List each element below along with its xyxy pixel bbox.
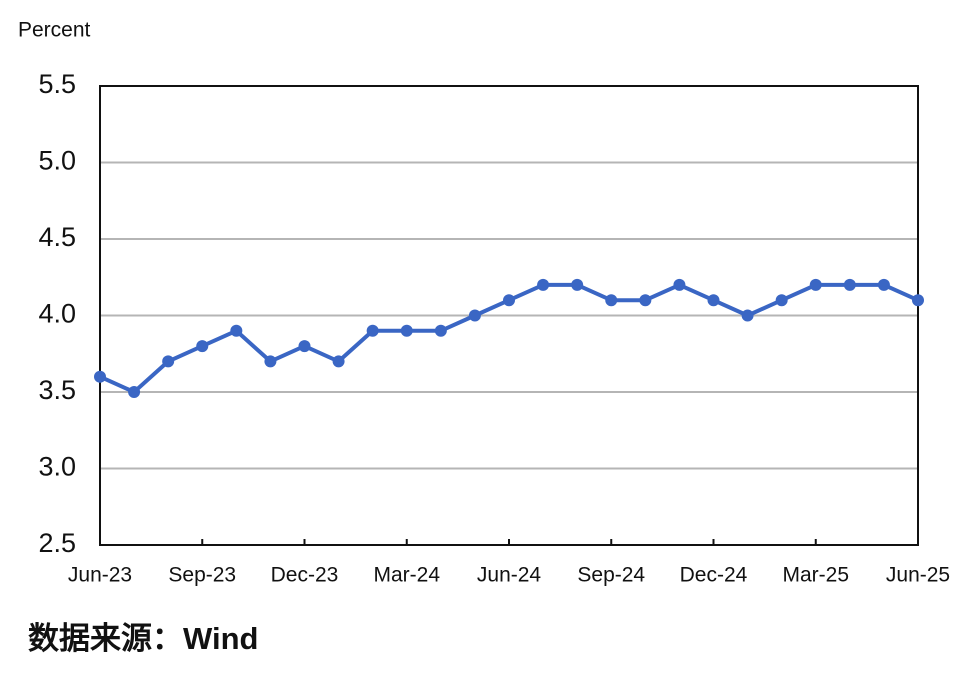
y-axis-label: Percent <box>18 19 91 42</box>
x-tick-label: Dec-24 <box>680 564 748 587</box>
x-tick-label: Mar-25 <box>782 564 849 587</box>
data-point <box>571 278 584 291</box>
data-point <box>366 324 379 337</box>
data-point <box>707 294 720 307</box>
data-point <box>468 309 481 322</box>
x-tick-label: Sep-24 <box>577 564 645 587</box>
data-point <box>400 324 413 337</box>
data-point <box>332 355 345 368</box>
data-point <box>162 355 175 368</box>
x-tick-label: Dec-23 <box>271 564 339 587</box>
y-tick-label: 3.0 <box>38 452 76 482</box>
data-point <box>230 324 243 337</box>
x-tick-label: Jun-24 <box>477 564 542 587</box>
data-point <box>503 294 515 307</box>
data-point <box>843 278 856 291</box>
data-point <box>809 278 822 291</box>
data-point <box>912 294 924 307</box>
data-point <box>94 370 106 383</box>
data-point <box>775 294 788 307</box>
y-tick-label: 5.5 <box>38 69 76 99</box>
source-note: 数据来源：Wind <box>28 621 258 656</box>
y-tick-label: 2.5 <box>38 528 76 558</box>
data-point <box>434 324 447 337</box>
data-point <box>264 355 277 368</box>
data-point <box>741 309 754 322</box>
data-point <box>639 294 652 307</box>
data-point <box>605 294 618 307</box>
y-tick-label: 5.0 <box>38 146 76 176</box>
data-point <box>673 278 686 291</box>
data-point <box>298 340 311 353</box>
x-tick-label: Sep-23 <box>168 564 236 587</box>
y-tick-label: 3.5 <box>38 375 76 405</box>
x-tick-label: Jun-25 <box>886 564 950 587</box>
data-point <box>196 340 209 353</box>
y-tick-label: 4.0 <box>38 299 76 329</box>
data-point <box>877 278 890 291</box>
x-tick-label: Mar-24 <box>373 564 440 587</box>
data-point <box>537 278 550 291</box>
data-point <box>128 386 141 398</box>
x-tick-label: Jun-23 <box>68 564 132 587</box>
y-tick-label: 4.5 <box>38 222 76 252</box>
